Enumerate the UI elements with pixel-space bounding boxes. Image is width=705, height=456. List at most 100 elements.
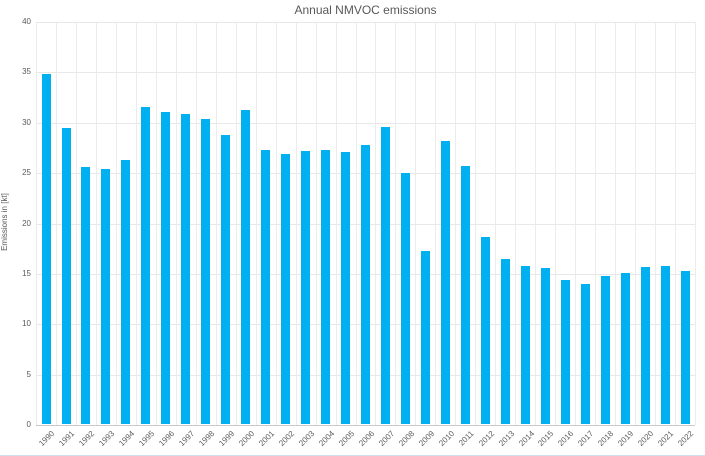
x-tick-label: 2017	[576, 429, 596, 448]
gridline-v	[515, 22, 516, 425]
gridline-v	[256, 22, 257, 425]
x-tick-label: 2015	[536, 429, 556, 448]
bar-1991	[61, 127, 71, 424]
bar-2006	[361, 144, 370, 424]
x-tick-label: 2014	[516, 429, 536, 448]
bar-2021	[660, 265, 670, 424]
bar-2019	[620, 272, 630, 424]
gridline-v	[196, 22, 197, 425]
gridline-v	[116, 22, 117, 425]
bar-2004	[321, 150, 331, 424]
y-tick-label: 20	[22, 219, 31, 228]
x-tick-label: 2012	[476, 429, 496, 448]
bar-2002	[281, 154, 291, 424]
y-tick-label: 35	[22, 67, 31, 76]
gridline-v	[136, 22, 137, 425]
gridline-v	[56, 22, 57, 425]
x-tick-label: 2013	[496, 429, 516, 448]
x-tick-label: 2003	[297, 429, 316, 448]
bar-2017	[580, 284, 590, 424]
gridline-h	[36, 72, 695, 73]
gridline-v	[176, 22, 177, 425]
x-tick-label: 2001	[257, 429, 277, 448]
bar-2015	[540, 267, 550, 424]
bar-2020	[640, 266, 650, 424]
gridline-v	[375, 22, 376, 425]
y-tick-label: 25	[22, 168, 31, 177]
bar-2005	[341, 152, 350, 424]
gridline-v	[356, 22, 357, 425]
bar-2000	[241, 109, 251, 424]
x-tick-label: 2000	[237, 429, 257, 448]
y-tick-label: 30	[22, 118, 31, 127]
bar-2013	[500, 258, 510, 424]
bar-1997	[181, 113, 191, 424]
gridline-v	[635, 22, 636, 425]
gridline-v	[36, 22, 37, 425]
gridline-v	[455, 22, 456, 425]
gridline-v	[435, 22, 436, 425]
x-tick-label: 2007	[376, 429, 396, 448]
x-tick-label: 1990	[37, 429, 57, 448]
bar-2007	[381, 126, 390, 424]
x-tick-label: 2008	[396, 429, 416, 448]
bar-2012	[480, 236, 490, 424]
bar-1996	[161, 111, 171, 424]
bar-1999	[221, 134, 231, 424]
y-tick-label: 0	[26, 420, 31, 429]
x-tick-label: 2016	[556, 429, 576, 448]
gridline-v	[96, 22, 97, 425]
gridline-v	[615, 22, 616, 425]
gridline-v	[316, 22, 317, 425]
bar-2018	[600, 275, 610, 424]
gridline-v	[276, 22, 277, 425]
x-tick-label: 2004	[317, 429, 336, 448]
bar-2008	[400, 173, 410, 424]
gridline-v	[336, 22, 337, 425]
x-tick-label: 1991	[57, 429, 77, 448]
y-tick-label: 10	[22, 319, 31, 328]
gridline-v	[495, 22, 496, 425]
gridline-v	[475, 22, 476, 425]
x-tick-label: 1999	[217, 429, 237, 448]
gridline-v	[236, 22, 237, 425]
x-tick-label: 2018	[596, 429, 616, 448]
x-tick-label: 2021	[656, 429, 676, 448]
bar-1990	[41, 74, 51, 424]
bar-2014	[520, 265, 530, 424]
gridline-h	[36, 123, 695, 124]
gridline-v	[76, 22, 77, 425]
x-tick-label: 2022	[676, 429, 696, 448]
bar-2009	[420, 250, 430, 424]
x-tick-label: 2002	[277, 429, 296, 448]
y-tick-label: 5	[26, 370, 31, 379]
bar-1994	[121, 160, 131, 424]
x-tick-label: 1998	[197, 429, 217, 448]
bar-1993	[101, 169, 111, 424]
x-tick-label: 1996	[157, 429, 177, 448]
gridline-v	[156, 22, 157, 425]
x-tick-label: 1994	[117, 429, 137, 448]
x-tick-label: 2019	[616, 429, 636, 448]
bar-2003	[301, 151, 311, 424]
x-tick-label: 1993	[97, 429, 117, 448]
bar-2011	[460, 166, 470, 424]
gridline-v	[675, 22, 676, 425]
bar-2016	[560, 279, 570, 424]
chart-title: Annual NMVOC emissions	[294, 3, 437, 17]
gridline-v	[296, 22, 297, 425]
x-tick-label: 2011	[457, 429, 476, 448]
bar-2001	[261, 150, 271, 424]
bar-1995	[141, 106, 151, 424]
x-tick-label: 2020	[636, 429, 656, 448]
bar-1998	[201, 118, 211, 424]
gridline-v	[655, 22, 656, 425]
x-axis-line	[36, 425, 695, 426]
x-tick-label: 2006	[356, 429, 376, 448]
gridline-v	[575, 22, 576, 425]
plot-area	[36, 22, 696, 426]
x-tick-label: 1997	[177, 429, 197, 448]
gridline-v	[595, 22, 596, 425]
gridline-v	[695, 22, 696, 425]
